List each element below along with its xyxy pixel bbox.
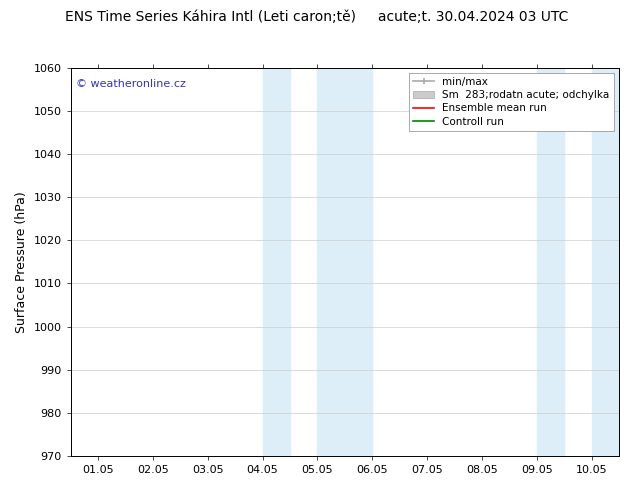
Legend: min/max, Sm  283;rodatn acute; odchylka, Ensemble mean run, Controll run: min/max, Sm 283;rodatn acute; odchylka, …: [409, 73, 614, 131]
Bar: [592, 68, 619, 456]
Bar: [537, 68, 564, 456]
Bar: [262, 68, 290, 456]
Text: ENS Time Series Káhira Intl (Leti caron;tě)     acute;t. 30.04.2024 03 UTC: ENS Time Series Káhira Intl (Leti caron;…: [65, 10, 569, 24]
Bar: [318, 68, 372, 456]
Y-axis label: Surface Pressure (hPa): Surface Pressure (hPa): [15, 191, 28, 333]
Text: © weatheronline.cz: © weatheronline.cz: [76, 79, 186, 89]
